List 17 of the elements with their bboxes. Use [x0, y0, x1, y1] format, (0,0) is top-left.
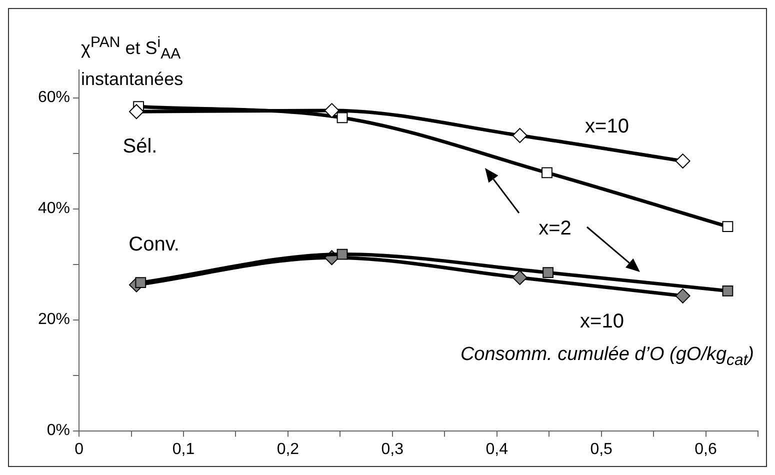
annotation: x=10	[580, 310, 624, 333]
annotation: x=2	[538, 218, 572, 240]
annotation: x=10	[585, 116, 629, 138]
x-tick-label: 0	[74, 440, 84, 458]
y-tick-label: 20%	[38, 311, 70, 328]
x-tick-label: 0,6	[694, 440, 717, 458]
x-tick-label: 0,1	[172, 440, 195, 458]
y-tick-label: 0%	[46, 422, 70, 440]
y-tick-label: 40%	[38, 200, 70, 218]
x-tick-label: 0,4	[486, 440, 508, 458]
annotation: Conv.	[128, 234, 180, 256]
x-tick-label: 0,2	[276, 440, 300, 458]
x-tick-label: 0,5	[590, 440, 613, 458]
y-tick-label: 60%	[38, 89, 70, 106]
annotation: Sél.	[122, 136, 158, 158]
x-axis-title: Consomm. cumulée d’O (gO/kg$_{cat}$)	[460, 344, 754, 370]
x-tick-label: 0,3	[381, 440, 404, 458]
